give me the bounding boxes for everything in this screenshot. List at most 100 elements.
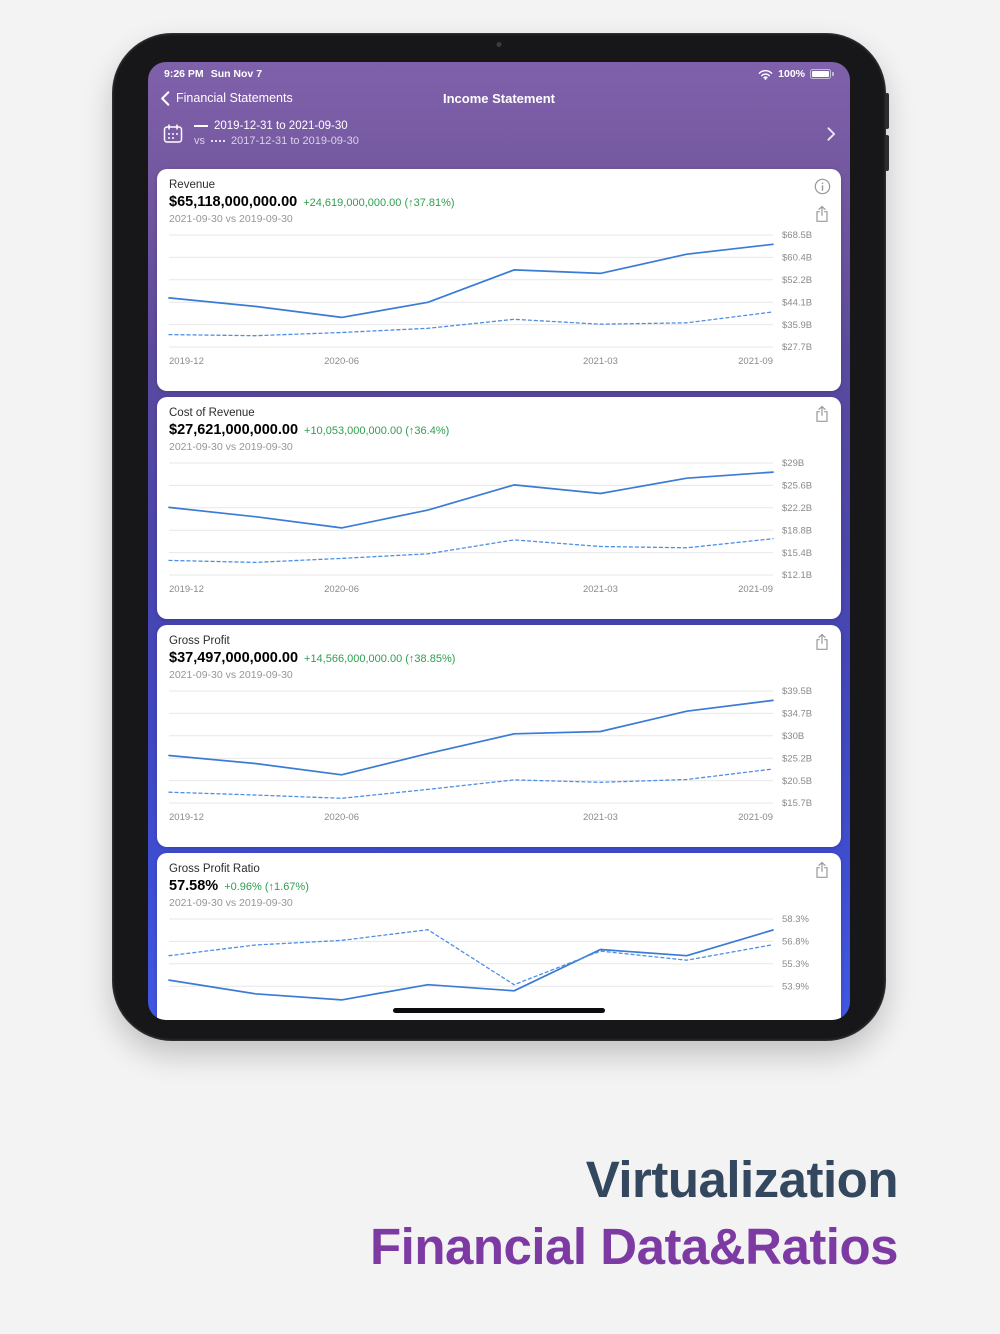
svg-text:2021-09: 2021-09 xyxy=(738,356,773,367)
share-button[interactable] xyxy=(813,405,831,423)
card-action-icons xyxy=(813,405,831,423)
svg-text:2021-09: 2021-09 xyxy=(738,584,773,595)
cost-of-revenue-card: Cost of Revenue $27,621,000,000.00 +10,0… xyxy=(157,397,841,619)
chevron-right-icon xyxy=(827,126,836,141)
navigation-bar: Financial Statements Income Statement xyxy=(148,82,850,114)
secondary-range-label: 2017-12-31 to 2019-09-30 xyxy=(231,135,359,147)
share-icon xyxy=(816,633,828,650)
svg-text:$60.4B: $60.4B xyxy=(782,253,812,264)
svg-text:56.8%: 56.8% xyxy=(782,937,809,948)
share-button[interactable] xyxy=(813,633,831,651)
svg-text:$30B: $30B xyxy=(782,731,804,742)
svg-text:2020-06: 2020-06 xyxy=(324,584,359,595)
home-indicator[interactable] xyxy=(393,1008,605,1013)
date-range-selector[interactable]: 2019-12-31 to 2021-09-30 vs 2017-12-31 t… xyxy=(148,114,850,161)
svg-text:2021-03: 2021-03 xyxy=(583,356,618,367)
share-icon xyxy=(816,405,828,422)
share-icon xyxy=(816,861,828,878)
volume-down-button xyxy=(885,135,889,171)
calendar-icon xyxy=(163,123,183,143)
svg-text:$12.1B: $12.1B xyxy=(782,570,812,581)
status-right: 100% xyxy=(758,68,834,80)
revenue-card: Revenue $65,118,000,000.00 +24,619,000,0… xyxy=(157,169,841,391)
back-button[interactable]: Financial Statements xyxy=(148,90,293,106)
svg-text:2019-12: 2019-12 xyxy=(169,356,204,367)
card-action-icons xyxy=(813,177,831,223)
comparison-period: 2021-09-30 vs 2019-09-30 xyxy=(169,897,293,909)
battery-icon xyxy=(810,69,831,79)
comparison-period: 2021-09-30 vs 2019-09-30 xyxy=(169,213,293,225)
svg-text:$27.7B: $27.7B xyxy=(782,342,812,353)
comparison-period: 2021-09-30 vs 2019-09-30 xyxy=(169,669,293,681)
volume-up-button xyxy=(885,93,889,129)
card-action-icons xyxy=(813,633,831,651)
svg-text:2021-09: 2021-09 xyxy=(738,812,773,823)
metric-delta: +14,566,000,000.00 (↑38.85%) xyxy=(304,653,456,665)
comparison-period: 2021-09-30 vs 2019-09-30 xyxy=(169,441,293,453)
caption-line-2: Financial Data&Ratios xyxy=(370,1218,898,1275)
svg-text:$68.5B: $68.5B xyxy=(782,230,812,241)
info-button[interactable] xyxy=(813,177,831,195)
metric-delta: +10,053,000,000.00 (↑36.4%) xyxy=(304,425,450,437)
svg-text:$25.2B: $25.2B xyxy=(782,753,812,764)
svg-text:53.9%: 53.9% xyxy=(782,981,809,992)
metric-value-row: $65,118,000,000.00 +24,619,000,000.00 (↑… xyxy=(169,194,829,210)
svg-text:$15.4B: $15.4B xyxy=(782,548,812,559)
battery-percent: 100% xyxy=(778,68,805,80)
battery-nub xyxy=(832,72,834,76)
svg-text:55.3%: 55.3% xyxy=(782,959,809,970)
svg-text:$44.1B: $44.1B xyxy=(782,297,812,308)
metric-value: $37,497,000,000.00 xyxy=(169,650,299,666)
svg-text:$25.6B: $25.6B xyxy=(782,481,812,492)
svg-text:$20.5B: $20.5B xyxy=(782,776,812,787)
gross-profit-ratio-line-chart: 58.3% 56.8% 55.3% 53.9% xyxy=(168,914,809,1001)
status-left: 9:26 PM Sun Nov 7 xyxy=(164,68,269,80)
range-labels: 2019-12-31 to 2021-09-30 vs 2017-12-31 t… xyxy=(194,120,817,147)
svg-text:$35.9B: $35.9B xyxy=(782,320,812,331)
svg-text:2020-06: 2020-06 xyxy=(324,812,359,823)
gross-profit-ratio-card: Gross Profit Ratio 57.58% +0.96% (↑1.67%… xyxy=(157,853,841,1020)
metric-value: $65,118,000,000.00 xyxy=(169,194,298,210)
metric-delta: +0.96% (↑1.67%) xyxy=(224,881,309,893)
dashed-line-legend-icon xyxy=(211,140,225,142)
metric-title: Gross Profit Ratio xyxy=(169,863,260,875)
back-button-label: Financial Statements xyxy=(176,91,293,105)
gross-profit-card: Gross Profit $37,497,000,000.00 +14,566,… xyxy=(157,625,841,847)
metric-value-row: $37,497,000,000.00 +14,566,000,000.00 (↑… xyxy=(169,650,829,666)
svg-text:$15.7B: $15.7B xyxy=(782,798,812,809)
svg-text:2021-03: 2021-03 xyxy=(583,584,618,595)
ipad-device-frame: 9:26 PM Sun Nov 7 100% xyxy=(112,33,889,1041)
svg-text:$52.2B: $52.2B xyxy=(782,275,812,286)
metric-value: 57.58% xyxy=(169,878,219,894)
svg-text:58.3%: 58.3% xyxy=(782,914,809,925)
solid-line-legend-icon xyxy=(194,125,208,127)
revenue-line-chart: $68.5B $60.4B $52.2B $44.1B $35.9B $27.7B 2019… xyxy=(168,230,812,367)
svg-text:2021-03: 2021-03 xyxy=(583,812,618,823)
metric-title: Gross Profit xyxy=(169,635,230,647)
vs-label: vs xyxy=(194,135,205,147)
secondary-range-row: vs 2017-12-31 to 2019-09-30 xyxy=(194,135,817,147)
svg-text:$29B: $29B xyxy=(782,458,804,469)
metric-title: Cost of Revenue xyxy=(169,407,255,419)
cost-of-revenue-line-chart: $29B $25.6B $22.2B $18.8B $15.4B $12.1B 2019-1… xyxy=(168,458,812,595)
info-icon xyxy=(814,178,830,194)
metric-title: Revenue xyxy=(169,179,216,191)
primary-range-label: 2019-12-31 to 2021-09-30 xyxy=(214,120,348,132)
svg-text:2019-12: 2019-12 xyxy=(169,584,204,595)
share-button[interactable] xyxy=(813,861,831,879)
card-action-icons xyxy=(813,861,831,879)
metric-card-list: Revenue $65,118,000,000.00 +24,619,000,0… xyxy=(148,169,850,1020)
primary-range-row: 2019-12-31 to 2021-09-30 xyxy=(194,120,817,132)
chevron-left-icon xyxy=(161,90,170,106)
svg-text:2020-06: 2020-06 xyxy=(324,356,359,367)
metric-value-row: 57.58% +0.96% (↑1.67%) xyxy=(169,878,829,894)
svg-text:2019-12: 2019-12 xyxy=(169,812,204,823)
svg-text:$22.2B: $22.2B xyxy=(782,503,812,514)
svg-text:$39.5B: $39.5B xyxy=(782,686,812,697)
metric-delta: +24,619,000,000.00 (↑37.81%) xyxy=(303,197,455,209)
svg-text:$18.8B: $18.8B xyxy=(782,525,812,536)
svg-text:$34.7B: $34.7B xyxy=(782,709,812,720)
share-button[interactable] xyxy=(813,205,831,223)
marketing-caption: Virtualization Financial Data&Ratios xyxy=(370,1146,898,1280)
